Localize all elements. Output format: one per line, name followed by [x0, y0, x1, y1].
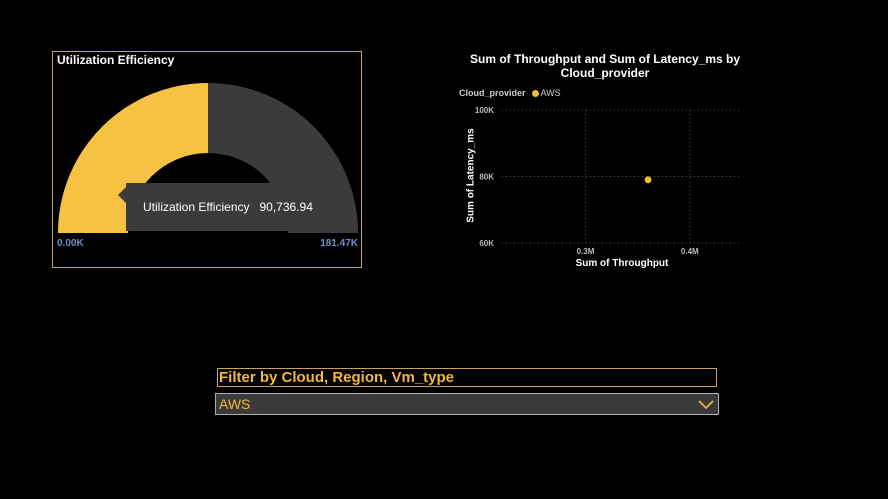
chevron-down-icon[interactable]: [698, 397, 714, 411]
legend: Cloud_provider AWS: [459, 88, 561, 98]
gauge-chart[interactable]: [53, 52, 363, 269]
x-tick-label: 0.4M: [681, 247, 699, 256]
tooltip-label: Utilization Efficiency: [143, 200, 250, 214]
filter-header: Filter by Cloud, Region, Vm_type: [217, 368, 717, 387]
filter-dropdown[interactable]: AWS: [215, 393, 719, 415]
tooltip-arrow: [118, 187, 126, 203]
legend-dot-icon: [531, 89, 539, 97]
y-axis-label: Sum of Latency_ms: [465, 128, 477, 223]
scatter-card[interactable]: Sum of Throughput and Sum of Latency_ms …: [452, 50, 752, 275]
filter-selected-value: AWS: [219, 396, 251, 412]
y-tick-label: 100K: [475, 106, 494, 115]
y-tick-label: 80K: [479, 173, 494, 182]
y-tick-label: 60K: [479, 239, 494, 248]
x-axis-label: Sum of Throughput: [575, 258, 669, 269]
gauge-card[interactable]: Utilization Efficiency 0.00K 181.47K Uti…: [52, 51, 362, 268]
data-point-aws[interactable]: [644, 176, 652, 184]
x-tick-label: 0.3M: [577, 247, 595, 256]
scatter-title: Sum of Throughput and Sum of Latency_ms …: [469, 52, 740, 80]
legend-item-aws[interactable]: AWS: [540, 88, 561, 98]
gauge-max-label: 181.47K: [320, 238, 358, 249]
tooltip-value: 90,736.94: [259, 200, 313, 214]
scatter-plot[interactable]: 60K 80K 100K 0.3M 0.4M: [452, 50, 752, 275]
gauge-min-label: 0.00K: [57, 238, 84, 249]
gauge-title: Utilization Efficiency: [57, 53, 175, 67]
gauge-fill[interactable]: [58, 83, 208, 233]
gauge-tooltip: Utilization Efficiency 90,736.94: [126, 183, 340, 231]
legend-title: Cloud_provider: [459, 88, 526, 98]
